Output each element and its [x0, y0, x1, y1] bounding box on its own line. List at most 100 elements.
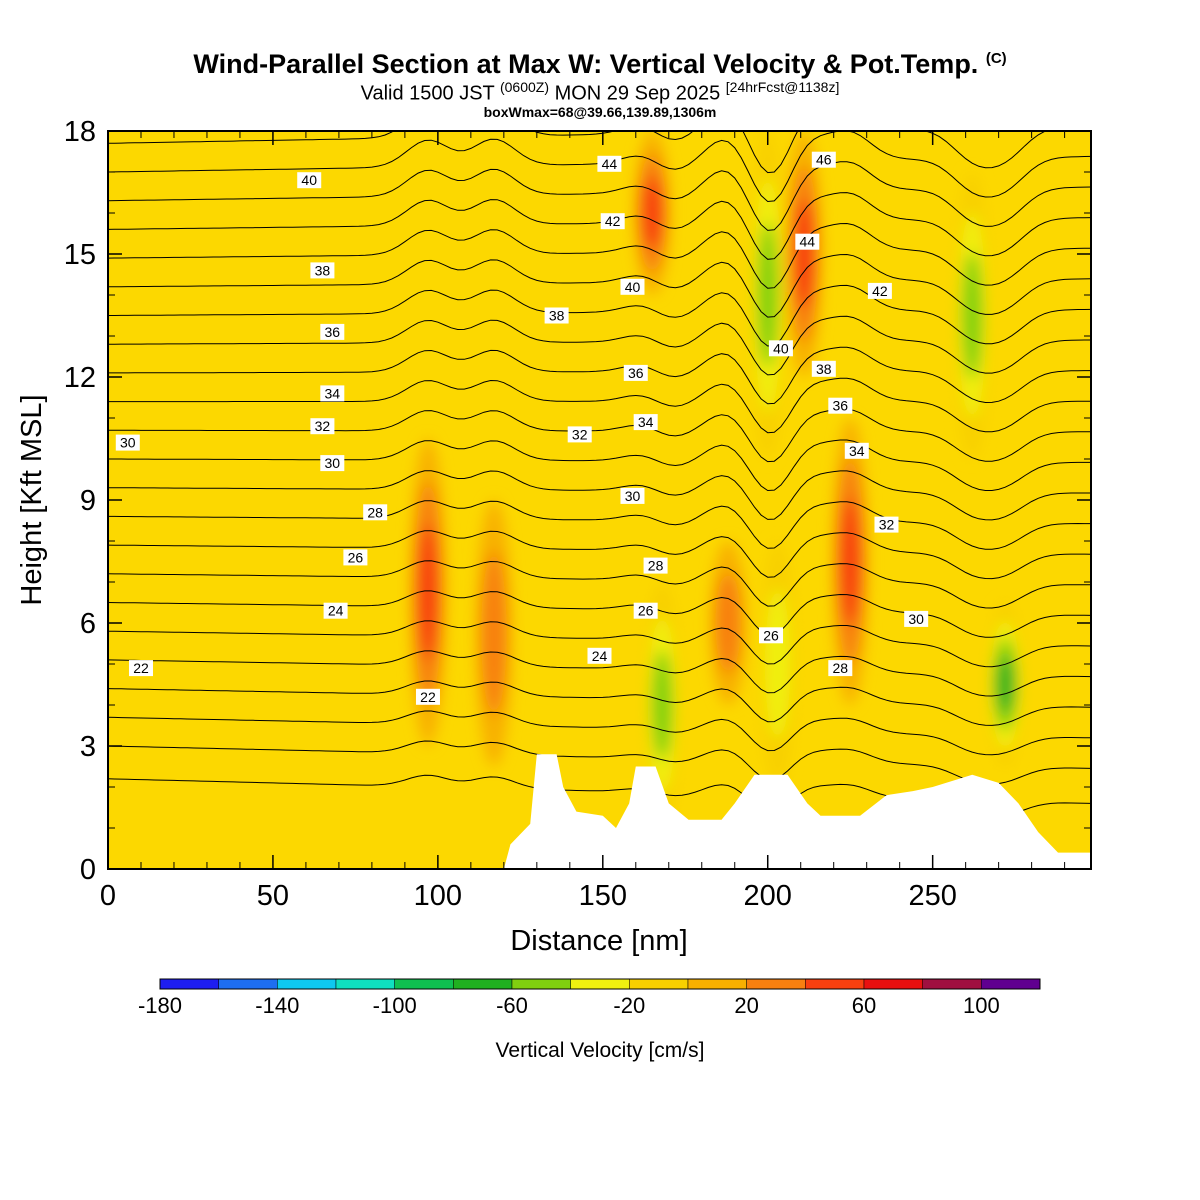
contour-label: 28: [643, 557, 668, 574]
contour-label: 26: [759, 627, 784, 644]
contour-label: 42: [867, 282, 892, 299]
contour-label: 26: [343, 549, 368, 566]
colorbar-label: -140: [255, 993, 299, 1018]
contour-label-box: [115, 434, 140, 451]
theta-contour-line: [108, 650, 1091, 697]
contour-label-text: 26: [348, 549, 364, 565]
contour-label-box: [363, 504, 388, 521]
contour-label-text: 28: [833, 660, 849, 676]
contour-label: 36: [320, 323, 345, 340]
field-background: [108, 131, 1091, 869]
contour-label: 28: [828, 660, 853, 677]
contour-label: 34: [844, 442, 869, 459]
contour-label: 40: [768, 340, 793, 357]
colorbar-swatch: [922, 978, 982, 990]
contour-label-text: 32: [315, 418, 331, 434]
y-tick-label: 6: [80, 608, 96, 640]
contour-label-box: [297, 172, 322, 189]
copyright-mark: (C): [985, 50, 1007, 67]
theta-contour-line: [108, 680, 1091, 726]
contour-label-text: 30: [908, 611, 924, 627]
updraft-band: [793, 199, 815, 309]
x-tick-label: 50: [257, 880, 289, 912]
contour-label: 32: [567, 426, 592, 443]
contour-label-box: [867, 282, 892, 299]
contour-label-box: [320, 323, 345, 340]
contour-label: 30: [320, 455, 345, 472]
y-axis-title: Height [Kft MSL]: [16, 394, 48, 605]
x-axis: 0 50 100 150 200 250: [100, 131, 1066, 912]
updraft-cell: [786, 131, 823, 377]
contour-label-text: 42: [872, 283, 888, 299]
contour-label-box: [620, 278, 645, 295]
contour-label-text: 28: [648, 558, 664, 574]
contour-label-text: 28: [367, 504, 383, 520]
contour-label-box: [544, 307, 569, 324]
theta-contour-line: [108, 439, 1091, 492]
contour-label-box: [310, 262, 335, 279]
colorbar-frame: [159, 978, 1041, 990]
contour-label: 30: [904, 610, 929, 627]
downdraft-cell: [759, 541, 796, 787]
theta-contour-line: [108, 284, 1091, 347]
x-tick-label: 150: [579, 880, 627, 912]
contour-label-box: [320, 385, 345, 402]
colorbar-swatch: [805, 978, 865, 990]
colorbar-label: 20: [734, 993, 758, 1018]
contour-label-text: 44: [602, 156, 618, 172]
colorbar-label: -100: [373, 993, 417, 1018]
y-tick-label: 12: [64, 362, 96, 394]
valid-utc: (0600Z): [499, 79, 550, 95]
x-tick-label: 200: [744, 880, 792, 912]
field-features: [409, 131, 1024, 828]
y-tick-label: 9: [80, 485, 96, 517]
valid-time-line: Valid 1500 JST (0600Z) MON 29 Sep 2025 […: [0, 77, 1200, 104]
contour-label: 46: [811, 151, 836, 168]
contour-label-box: [623, 364, 648, 381]
contour-label: 36: [828, 397, 853, 414]
contour-label-text: 34: [849, 443, 865, 459]
updraft-band: [715, 572, 741, 674]
velocity-field: 44 46 40 42 44 38 40 42 38 36 40 38 36 34 36 32 34 32 30 34…: [108, 131, 1091, 869]
contour-label-text: 38: [549, 308, 565, 324]
downdraft-cell: [987, 602, 1024, 767]
contour-label-box: [828, 660, 853, 677]
contour-label-text: 34: [325, 385, 341, 401]
colorbar-label: 60: [852, 993, 876, 1018]
downdraft-band: [996, 655, 1015, 714]
x-tick-label: 0: [100, 880, 116, 912]
contour-label-text: 40: [773, 340, 789, 356]
contour-label-text: 36: [833, 398, 849, 414]
contour-label-text: 46: [816, 152, 832, 168]
contour-label: 34: [320, 385, 345, 402]
downdraft-band: [765, 588, 791, 740]
contour-label-box: [633, 414, 658, 431]
box-max-info: boxWmax=68@39.66,139.89,1306m: [483, 103, 717, 120]
contour-label-box: [323, 602, 348, 619]
contour-label-text: 26: [763, 627, 779, 643]
theta-contour-line: [108, 192, 1091, 260]
updraft-cell: [832, 418, 869, 705]
y-tick-label: 15: [64, 239, 96, 271]
contour-label-box: [811, 360, 836, 377]
contour-label: 38: [544, 307, 569, 324]
contour-label-text: 38: [816, 361, 832, 377]
contour-labels: 44 46 40 42 44 38 40 42 38 36 40 38 36 34 36 32 34 32 30 34…: [115, 151, 929, 705]
contour-label-box: [811, 151, 836, 168]
contour-label-box: [759, 627, 784, 644]
contour-label: 38: [811, 360, 836, 377]
y-tick-label: 0: [80, 854, 96, 886]
contour-label-box: [343, 549, 368, 566]
contour-label: 38: [310, 262, 335, 279]
contour-label-box: [600, 213, 625, 230]
colorbar-swatch: [159, 978, 219, 990]
contour-label-text: 42: [605, 213, 621, 229]
colorbar-swatch: [570, 978, 630, 990]
updraft-band: [417, 523, 439, 661]
valid-date: MON 29 Sep 2025: [554, 82, 721, 105]
updraft-cell: [475, 500, 512, 767]
contour-label-text: 30: [120, 435, 136, 451]
colorbar-label: 100: [963, 993, 1000, 1018]
theta-contour-line: [108, 222, 1091, 289]
